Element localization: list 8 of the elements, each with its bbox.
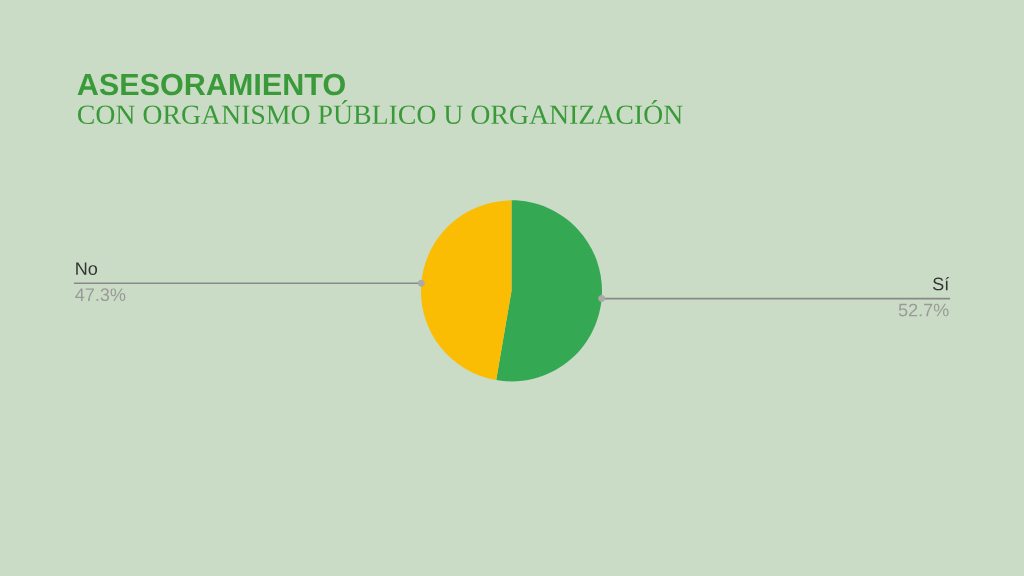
- chart-title: ASESORAMIENTO: [77, 73, 345, 96]
- slice-label: Sí: [933, 276, 950, 291]
- pie-slice: [496, 200, 602, 382]
- chart-subtitle: CON ORGANISMO PÚBLICO U ORGANIZACIÓN: [77, 100, 683, 125]
- pie-slice: [421, 200, 512, 381]
- data-label: 47.3%: [75, 288, 126, 302]
- slice-label: No: [76, 262, 98, 276]
- data-label: 52.7%: [898, 303, 949, 317]
